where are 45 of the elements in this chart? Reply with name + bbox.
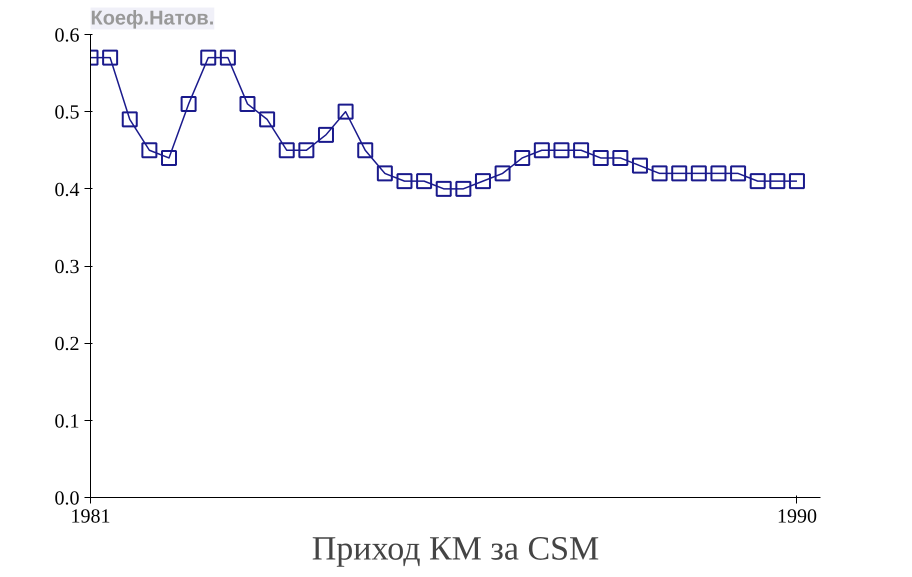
point <box>553 142 570 158</box>
point <box>455 180 472 197</box>
point <box>592 150 609 166</box>
point <box>474 173 491 190</box>
point <box>494 165 511 182</box>
point <box>612 150 628 166</box>
y-tick-label: 0.4 <box>54 178 80 201</box>
point <box>671 165 688 182</box>
point <box>769 173 786 190</box>
point <box>730 165 746 182</box>
x-tick-label: 1990 <box>776 506 817 528</box>
point <box>180 96 197 112</box>
point <box>690 165 707 182</box>
point <box>416 173 432 190</box>
point <box>122 111 138 128</box>
point <box>102 50 118 66</box>
point <box>376 165 393 182</box>
point <box>573 142 590 158</box>
point <box>259 111 276 128</box>
chart-title: Коеф.Натов. <box>90 8 214 30</box>
point <box>239 96 256 112</box>
point <box>298 142 314 158</box>
point <box>160 150 177 166</box>
point <box>200 50 216 66</box>
point <box>318 126 334 143</box>
point <box>632 158 648 174</box>
point <box>652 165 668 182</box>
point <box>220 50 236 66</box>
point <box>788 173 805 190</box>
point <box>534 142 550 158</box>
x-axis-title: Приход КМ за CSM <box>312 530 600 568</box>
point <box>357 142 374 158</box>
point <box>141 142 158 158</box>
point <box>436 180 452 197</box>
y-tick-label: 0.3 <box>54 256 80 278</box>
y-tick-label: 0.1 <box>54 410 80 432</box>
point <box>396 173 412 190</box>
y-tick-label: 0.2 <box>54 333 80 356</box>
y-tick-label: 0.6 <box>54 24 80 46</box>
point <box>514 150 530 166</box>
point <box>338 104 354 120</box>
y-tick-label: 0.5 <box>54 102 80 124</box>
point <box>750 173 766 190</box>
point <box>278 142 295 158</box>
point <box>710 165 726 182</box>
